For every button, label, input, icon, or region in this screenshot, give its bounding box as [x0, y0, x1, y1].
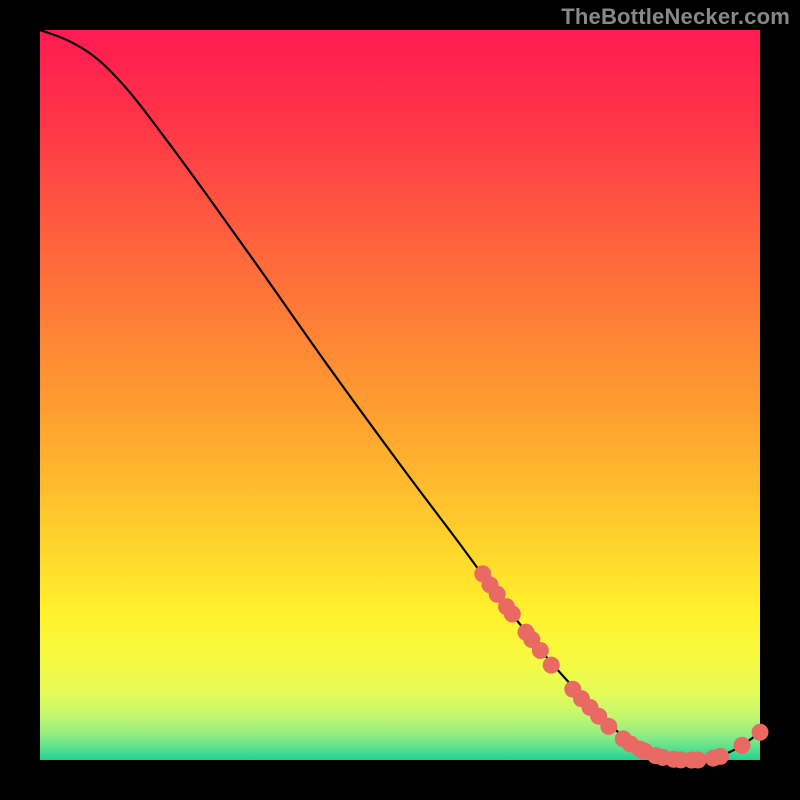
- watermark-text: TheBottleNecker.com: [561, 4, 790, 30]
- data-point-marker: [752, 724, 769, 741]
- data-point-marker: [532, 642, 549, 659]
- data-point-marker: [690, 752, 707, 769]
- data-point-marker: [543, 657, 560, 674]
- marker-group: [474, 565, 768, 768]
- plot-area: [40, 30, 760, 760]
- data-point-marker: [734, 737, 751, 754]
- chart-root: TheBottleNecker.com: [0, 0, 800, 800]
- bottleneck-curve: [40, 30, 760, 760]
- plot-svg: [40, 30, 760, 760]
- data-point-marker: [712, 748, 729, 765]
- data-point-marker: [600, 718, 617, 735]
- data-point-marker: [504, 606, 521, 623]
